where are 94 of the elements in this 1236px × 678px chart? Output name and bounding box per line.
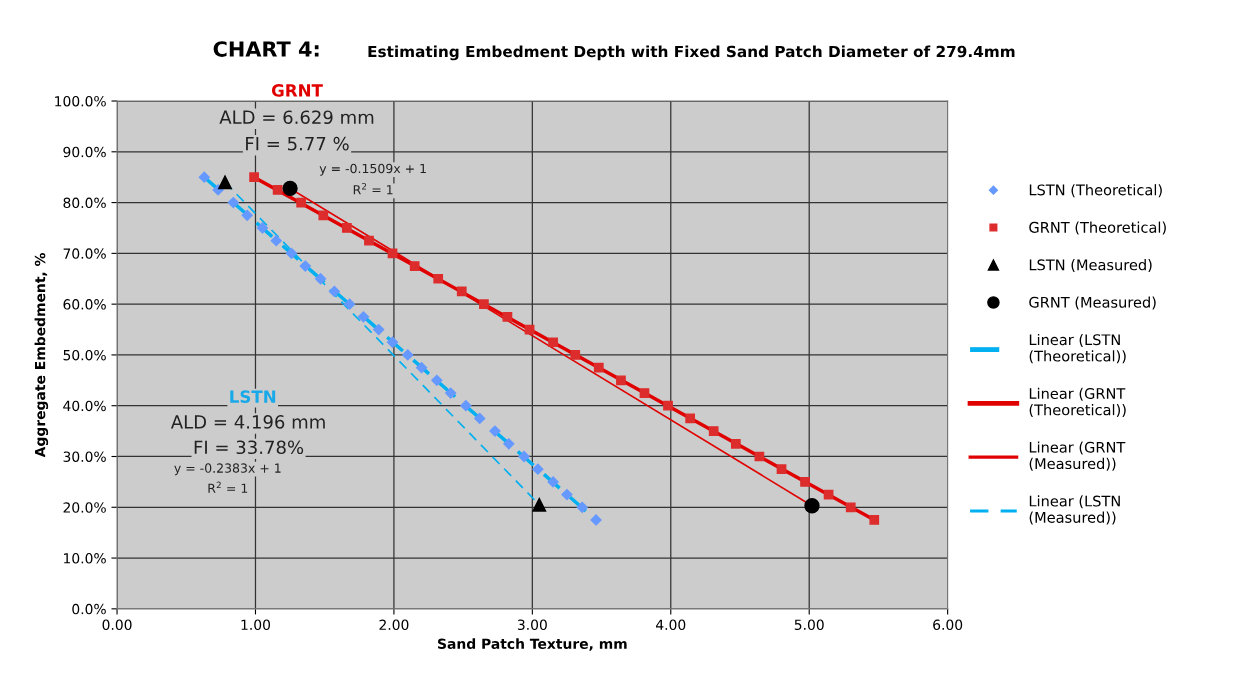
point (570, 350, 581, 360)
y-tick-label: 90.0% (63, 146, 106, 158)
point (518, 450, 530, 463)
point (561, 488, 573, 501)
text: GRNT (271, 84, 323, 97)
point (479, 299, 489, 310)
annotation: y = -0.2383x + 1 (174, 463, 281, 476)
legend-label: Linear (LSTN (Measured)) (1029, 495, 1120, 525)
point (415, 362, 428, 374)
point (299, 260, 311, 272)
y-tick-label: 100.0% (55, 95, 106, 107)
point (685, 413, 696, 424)
point (256, 222, 269, 234)
x-tick-label: 6.00 (933, 619, 963, 631)
chart-title: CHART 4: (213, 41, 319, 57)
y-tick-label: 40.0% (63, 400, 106, 412)
point (547, 476, 559, 488)
point (460, 400, 472, 412)
point (663, 400, 673, 411)
legend-label: Linear (GRNT (Measured)) (1029, 441, 1126, 471)
point (270, 235, 282, 247)
point (845, 502, 856, 513)
point (593, 362, 604, 373)
annotation: R$^{2}$ = 1 (353, 182, 393, 195)
point (402, 349, 414, 361)
point (314, 273, 327, 285)
y-tick-label: 30.0% (63, 451, 106, 462)
point (489, 425, 501, 437)
point (804, 498, 820, 514)
point (296, 197, 307, 208)
point (800, 477, 810, 487)
point (502, 311, 513, 322)
point (730, 438, 741, 449)
point (445, 387, 457, 399)
point (532, 463, 544, 475)
point (639, 388, 650, 398)
point (373, 323, 385, 336)
point (198, 171, 210, 183)
x-tick-label: 2.00 (379, 619, 409, 631)
legend-label: LSTN (Theoretical) (1029, 184, 1162, 198)
point (576, 501, 588, 513)
legend-label: GRNT (Theoretical) (1029, 221, 1166, 235)
y-tick-label: 70.0% (63, 248, 106, 259)
point (503, 438, 515, 450)
point (241, 209, 253, 221)
x-tick-label: 3.00 (517, 619, 547, 631)
point (282, 180, 298, 197)
y-tick-label: 0.0% (72, 603, 106, 615)
point (218, 175, 232, 190)
y-tick-label: 20.0% (63, 502, 106, 513)
point (227, 196, 239, 209)
legend-label: Linear (LSTN (Theoretical)) (1029, 333, 1126, 364)
annotation: FI = 5.77 % (246, 136, 349, 151)
point (357, 311, 370, 323)
y-axis-title: Aggregate Embedment, % (34, 252, 49, 458)
point (548, 337, 558, 348)
point (272, 185, 283, 195)
point (616, 375, 626, 386)
x-tick-label: 1.00 (241, 619, 271, 631)
point (409, 261, 420, 271)
x-tick-label: 4.00 (655, 619, 686, 631)
x-tick-label: 5.00 (794, 619, 824, 631)
point (341, 223, 352, 233)
y-tick-label: 60.0% (63, 299, 106, 310)
point (318, 210, 329, 221)
legend-label: Linear (GRNT (Theoretical)) (1029, 387, 1126, 418)
annotation: ALD = 6.629 mm (219, 110, 374, 125)
point (431, 374, 443, 386)
point (456, 286, 467, 297)
annotation: LSTN (230, 390, 276, 403)
point (364, 235, 374, 246)
point (474, 412, 486, 425)
point (285, 247, 298, 259)
point (344, 298, 356, 310)
point (708, 426, 719, 436)
point (869, 515, 880, 525)
point (776, 464, 787, 475)
annotation: R$^{2}$ = 1 (208, 481, 248, 493)
y-tick-label: 50.0% (63, 349, 106, 361)
legend-label: LSTN (Measured) (1029, 259, 1152, 273)
point (532, 497, 547, 512)
point (249, 172, 259, 183)
y-tick-label: 80.0% (63, 197, 106, 209)
point (328, 285, 340, 298)
annotation: ALD = 4.196 mm (170, 415, 325, 429)
annotation: FI = 33.78% (194, 440, 304, 455)
legend-label: GRNT (Measured) (1029, 296, 1156, 310)
point (433, 273, 444, 284)
y-tick-label: 10.0% (64, 553, 106, 564)
x-axis-title: Sand Patch Texture, mm (438, 638, 627, 651)
x-tick-label: 0.00 (102, 619, 132, 631)
annotation: y = -0.1509x + 1 (319, 163, 426, 176)
chart-subtitle: Estimating Embedment Depth with Fixed Sand Patch Diameter of 279.4mm (368, 45, 1015, 61)
point (386, 336, 399, 348)
